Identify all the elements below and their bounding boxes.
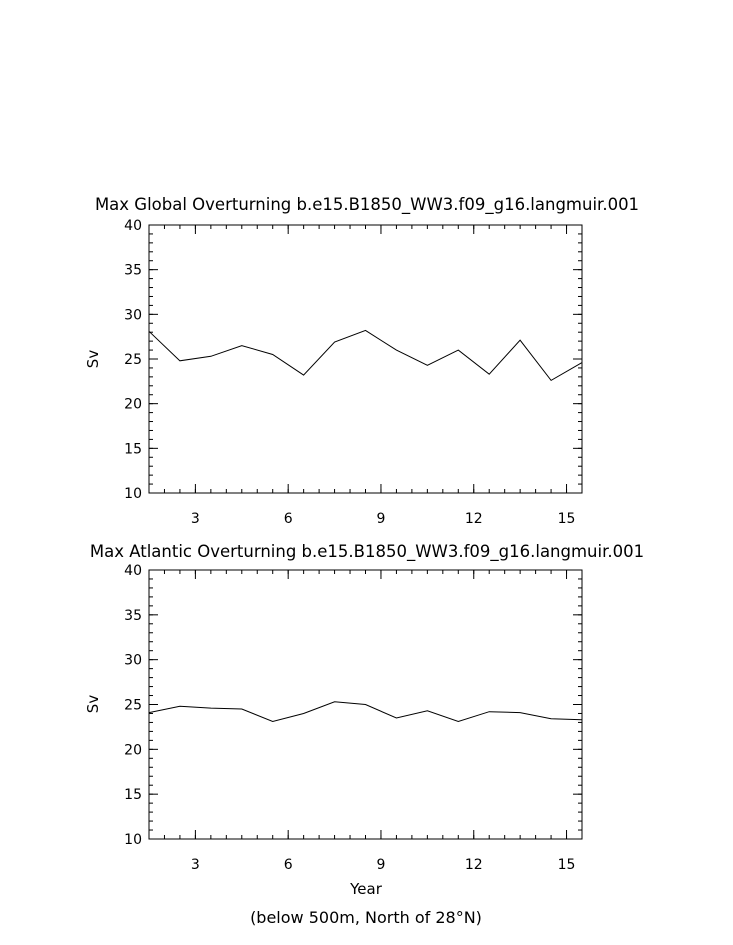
atlantic-overturning-title: Max Atlantic Overturning b.e15.B1850_WW3… bbox=[90, 542, 644, 562]
global-overturning-title: Max Global Overturning b.e15.B1850_WW3.f… bbox=[95, 195, 639, 215]
global-overturning-series-line bbox=[148, 329, 583, 382]
global-overturning-y-axis-label: Sv bbox=[84, 350, 102, 369]
global-overturning-y-tick-label: 30 bbox=[124, 307, 142, 323]
global-overturning-ticks bbox=[148, 224, 583, 494]
atlantic-overturning-y-axis-label: Sv bbox=[84, 695, 102, 714]
atlantic-overturning-series-line bbox=[148, 701, 583, 723]
global-overturning-series bbox=[148, 329, 583, 382]
atlantic-overturning-ticks bbox=[148, 569, 583, 840]
atlantic-overturning-x-tick-label: 15 bbox=[558, 857, 576, 873]
atlantic-overturning-series bbox=[148, 701, 583, 723]
atlantic-overturning-x-axis-label: Year bbox=[349, 880, 383, 898]
global-overturning-x-tick-label: 6 bbox=[284, 511, 293, 527]
global-overturning-y-tick-label: 20 bbox=[124, 397, 142, 413]
atlantic-overturning-tick-labels: 3 6 9 12 15 10 15 20 25 30 35 40 bbox=[124, 563, 575, 873]
atlantic-overturning-panel: Max Atlantic Overturning b.e15.B1850_WW3… bbox=[84, 542, 644, 927]
atlantic-overturning-y-tick-label: 35 bbox=[124, 608, 142, 624]
global-overturning-plot-frame bbox=[148, 224, 583, 494]
global-overturning-y-tick-label: 35 bbox=[124, 263, 142, 279]
global-overturning-x-tick-label: 9 bbox=[377, 511, 386, 527]
atlantic-overturning-y-tick-label: 10 bbox=[124, 832, 142, 848]
global-overturning-y-tick-label: 40 bbox=[124, 218, 142, 234]
atlantic-overturning-x-tick-label: 12 bbox=[465, 857, 483, 873]
atlantic-overturning-x-tick-label: 3 bbox=[191, 857, 200, 873]
atlantic-overturning-y-tick-label: 30 bbox=[124, 653, 142, 669]
global-overturning-x-tick-label: 12 bbox=[465, 511, 483, 527]
global-overturning-x-tick-label: 3 bbox=[191, 511, 200, 527]
global-overturning-x-tick-label: 15 bbox=[558, 511, 576, 527]
atlantic-overturning-note: (below 500m, North of 28°N) bbox=[250, 908, 482, 927]
atlantic-overturning-x-tick-label: 6 bbox=[284, 857, 293, 873]
atlantic-overturning-y-tick-label: 15 bbox=[124, 787, 142, 803]
atlantic-overturning-y-tick-label: 25 bbox=[124, 698, 142, 714]
global-overturning-y-tick-label: 15 bbox=[124, 441, 142, 457]
global-overturning-panel: Max Global Overturning b.e15.B1850_WW3.f… bbox=[84, 195, 639, 527]
global-overturning-y-tick-label: 10 bbox=[124, 486, 142, 502]
atlantic-overturning-y-tick-label: 20 bbox=[124, 742, 142, 758]
atlantic-overturning-y-tick-label: 40 bbox=[124, 563, 142, 579]
global-overturning-y-tick-label: 25 bbox=[124, 352, 142, 368]
global-overturning-tick-labels: 3 6 9 12 15 10 15 20 25 30 35 40 bbox=[124, 218, 575, 527]
atlantic-overturning-x-tick-label: 9 bbox=[377, 857, 386, 873]
